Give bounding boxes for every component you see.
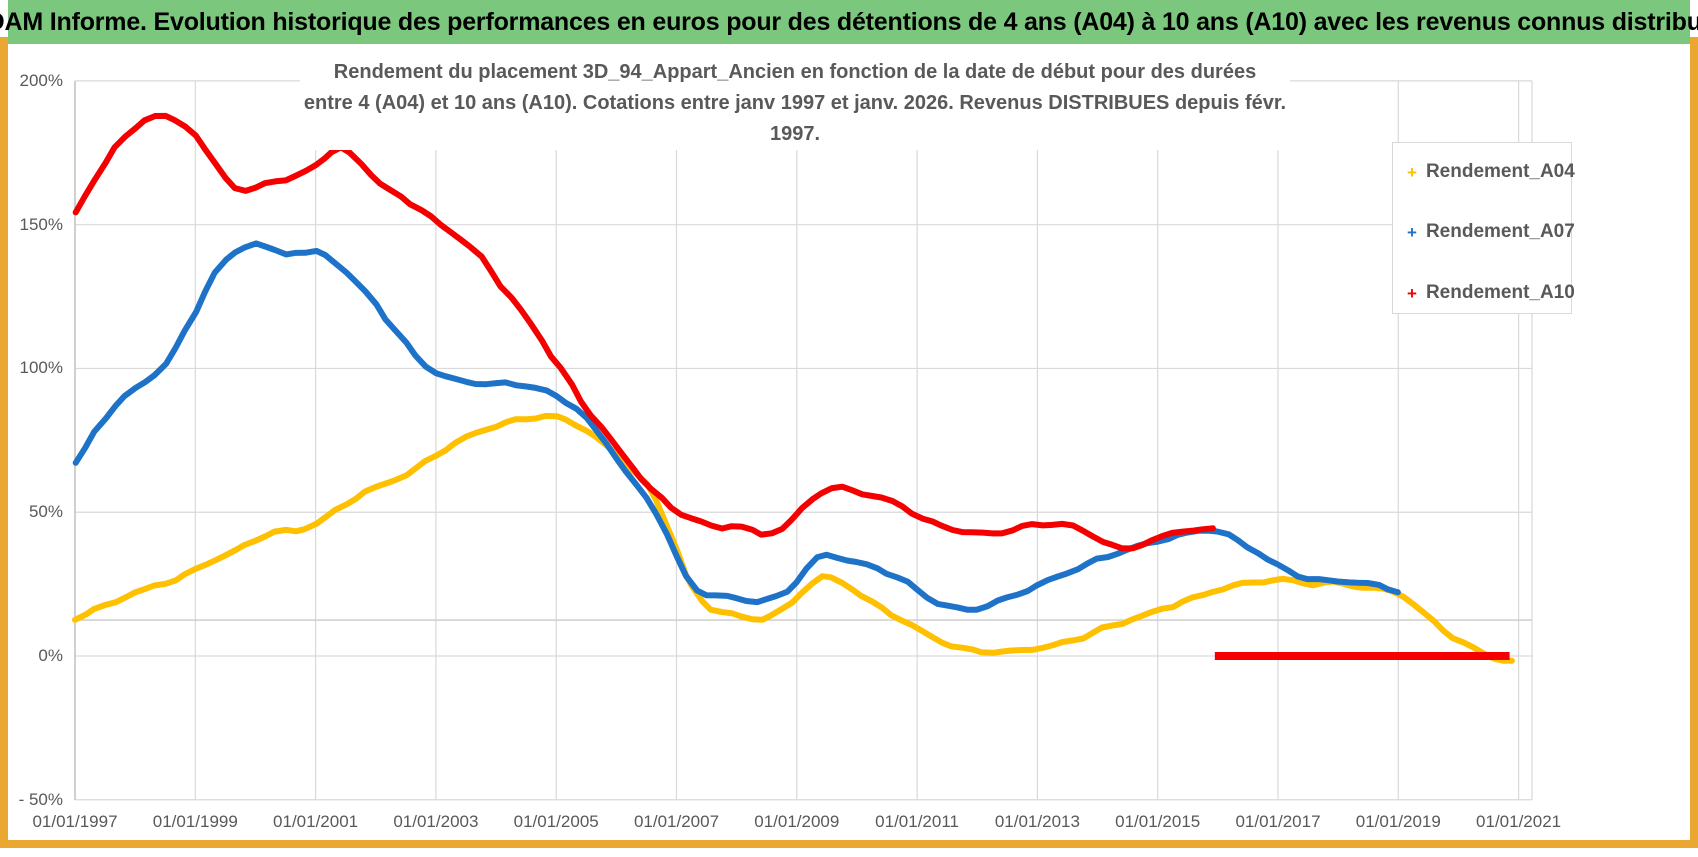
gold-frame-bottom [0, 840, 1698, 848]
x-tick-label: 01/01/2019 [1355, 812, 1441, 831]
y-tick-label: - 50% [18, 789, 63, 809]
x-tick-label: 01/01/2021 [1476, 812, 1562, 831]
series-Rendement_A04[interactable] [72, 412, 1515, 664]
x-tick-label: 01/01/2005 [513, 812, 599, 831]
legend-item-a10[interactable]: + Rendement_A10 [1407, 282, 1575, 304]
x-tick-label: 01/01/2009 [754, 812, 840, 831]
x-tick-label: 01/01/1997 [32, 812, 118, 831]
legend-item-a07[interactable]: + Rendement_A07 [1407, 221, 1575, 243]
gold-frame-right [1690, 37, 1698, 847]
y-tick-label: 50% [28, 502, 63, 522]
plot-area[interactable] [0, 44, 1698, 844]
plus-marker-icon: + [1407, 162, 1417, 182]
series-Rendement_A10[interactable] [72, 112, 1216, 552]
header-banner: ADAM Informe. Evolution historique des p… [0, 0, 1698, 44]
legend: + Rendement_A04 + Rendement_A07 + Rendem… [1392, 142, 1575, 314]
chart-title-line1: Rendement du placement 3D_94_Appart_Anci… [333, 61, 1257, 83]
x-tick-label: 01/01/1999 [152, 812, 238, 831]
plus-marker-icon: + [1407, 283, 1417, 303]
header-title: ADAM Informe. Evolution historique des p… [0, 7, 1698, 36]
legend-label: Rendement_A10 [1425, 282, 1575, 303]
x-tick-label: 01/01/2017 [1235, 812, 1321, 831]
series-Rendement_A07[interactable] [72, 240, 1401, 613]
x-tick-label: 01/01/2013 [994, 812, 1080, 831]
y-tick-label: 0% [38, 646, 63, 665]
chart-title-line2: entre 4 (A04) et 10 ans (A10). Cotations… [303, 92, 1287, 145]
legend-label: Rendement_A07 [1425, 221, 1575, 242]
x-tick-label: 01/01/2003 [393, 812, 479, 831]
plus-marker-icon: + [1407, 222, 1417, 242]
legend-item-a04[interactable]: + Rendement_A04 [1407, 161, 1575, 183]
gold-frame-left [0, 37, 8, 847]
x-tick-label: 01/01/2007 [633, 812, 720, 831]
x-tick-label: 01/01/2015 [1115, 812, 1201, 831]
chart-title: Rendement du placement 3D_94_Appart_Anci… [300, 57, 1290, 150]
legend-label: Rendement_A04 [1425, 161, 1575, 182]
y-tick-label: 100% [19, 358, 63, 378]
x-tick-label: 01/01/2011 [875, 812, 959, 831]
y-tick-label: 200% [19, 70, 63, 90]
x-tick-label: 01/01/2001 [273, 812, 359, 831]
y-tick-label: 150% [19, 214, 63, 234]
